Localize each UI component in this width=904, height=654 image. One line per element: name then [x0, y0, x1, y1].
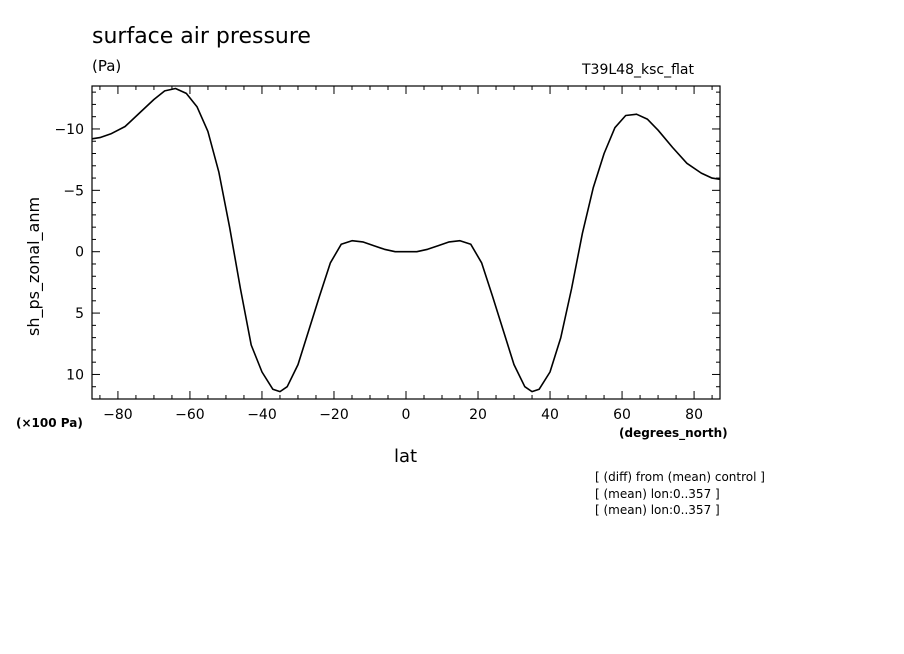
x-tick-label: 0: [402, 407, 411, 423]
x-axis-units: (degrees_north): [619, 426, 728, 440]
y-tick-label: 5: [75, 306, 84, 322]
y-scale-note: (×100 Pa): [16, 416, 83, 430]
x-tick-label: −40: [247, 407, 277, 423]
chart-title: surface air pressure: [92, 24, 311, 49]
x-tick-label: −20: [319, 407, 349, 423]
x-tick-label: 80: [685, 407, 703, 423]
run-label: T39L48_ksc_flat: [582, 62, 694, 78]
x-tick-label: 60: [613, 407, 631, 423]
x-tick-label: 40: [541, 407, 559, 423]
y-tick-label: −10: [54, 122, 84, 138]
note-line-2: [ (mean) lon:0..357 ]: [595, 487, 720, 501]
series-line: [91, 87, 721, 393]
y-tick-label: −5: [63, 183, 84, 199]
x-axis-label: lat: [394, 446, 418, 467]
x-tick-label: −80: [103, 407, 133, 423]
units-label: (Pa): [92, 57, 122, 75]
y-tick-label: 10: [66, 367, 84, 383]
x-tick-label: −60: [175, 407, 205, 423]
x-tick-label: 20: [469, 407, 487, 423]
plot-frame: [91, 85, 721, 400]
note-line-3: [ (mean) lon:0..357 ]: [595, 503, 720, 517]
y-tick-label: 0: [75, 245, 84, 261]
note-line-1: [ (diff) from (mean) control ]: [595, 470, 765, 484]
